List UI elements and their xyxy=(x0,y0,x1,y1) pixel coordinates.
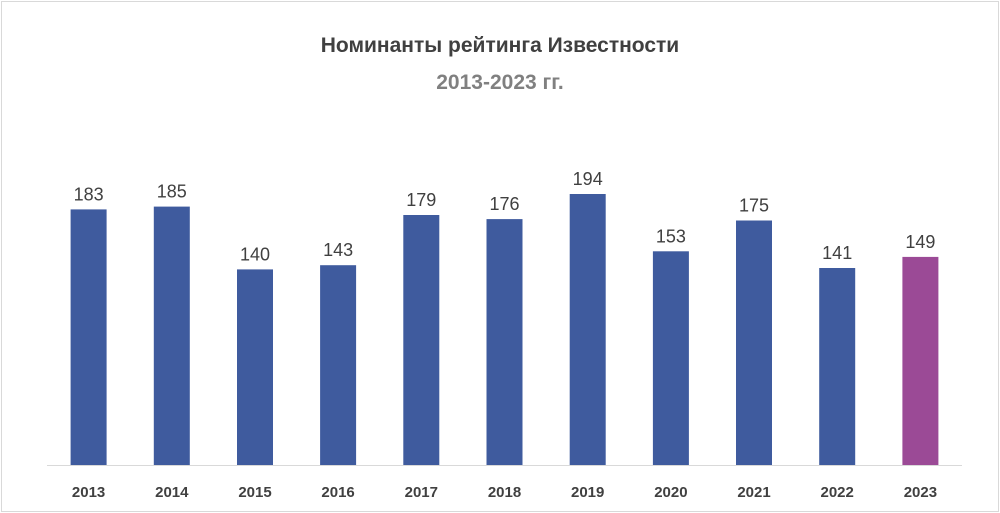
value-label-2023: 149 xyxy=(905,232,935,252)
value-label-2021: 175 xyxy=(739,196,769,216)
value-labels-group: 183 185 140 143 179 176 194 153 175 141 149 xyxy=(74,169,936,264)
bar-2023 xyxy=(902,256,939,465)
chart-subtitle: 2013-2023 гг. xyxy=(436,71,564,94)
bar-2014 xyxy=(153,206,190,465)
x-tick-label-2018: 2018 xyxy=(488,484,521,501)
x-tick-label-2020: 2020 xyxy=(654,484,687,501)
bar-2017 xyxy=(403,215,440,465)
x-tick-label-2013: 2013 xyxy=(72,484,105,501)
bar-2021 xyxy=(736,220,772,465)
value-label-2016: 143 xyxy=(323,240,353,260)
bar-2015 xyxy=(237,269,273,465)
value-label-2014: 185 xyxy=(157,182,187,202)
bar-2022 xyxy=(819,268,856,465)
x-tick-label-2023: 2023 xyxy=(904,484,937,501)
bar-2016 xyxy=(320,265,357,465)
value-label-2015: 140 xyxy=(240,244,270,264)
x-tick-labels-group: 2013 2014 2015 2016 2017 2018 2019 2020 2021 2022… xyxy=(72,484,937,501)
value-label-2020: 153 xyxy=(656,226,686,246)
value-label-2022: 141 xyxy=(822,243,852,263)
x-tick-label-2016: 2016 xyxy=(321,484,354,501)
bar-2020 xyxy=(652,251,689,465)
chart-title: Номинанты рейтинга Известности xyxy=(320,34,680,57)
bars-group xyxy=(70,194,939,465)
value-label-2019: 194 xyxy=(573,169,603,189)
x-tick-label-2022: 2022 xyxy=(821,484,854,501)
bar-2013 xyxy=(70,209,107,465)
x-tick-label-2019: 2019 xyxy=(571,484,604,501)
value-label-2018: 176 xyxy=(489,194,519,214)
x-tick-label-2014: 2014 xyxy=(155,484,189,501)
x-tick-label-2017: 2017 xyxy=(405,484,438,501)
value-label-2013: 183 xyxy=(74,184,104,204)
bar-2018 xyxy=(486,219,523,465)
bar-2019 xyxy=(569,194,606,465)
x-tick-label-2015: 2015 xyxy=(238,484,271,501)
x-tick-label-2021: 2021 xyxy=(737,484,770,501)
value-label-2017: 179 xyxy=(406,190,436,210)
